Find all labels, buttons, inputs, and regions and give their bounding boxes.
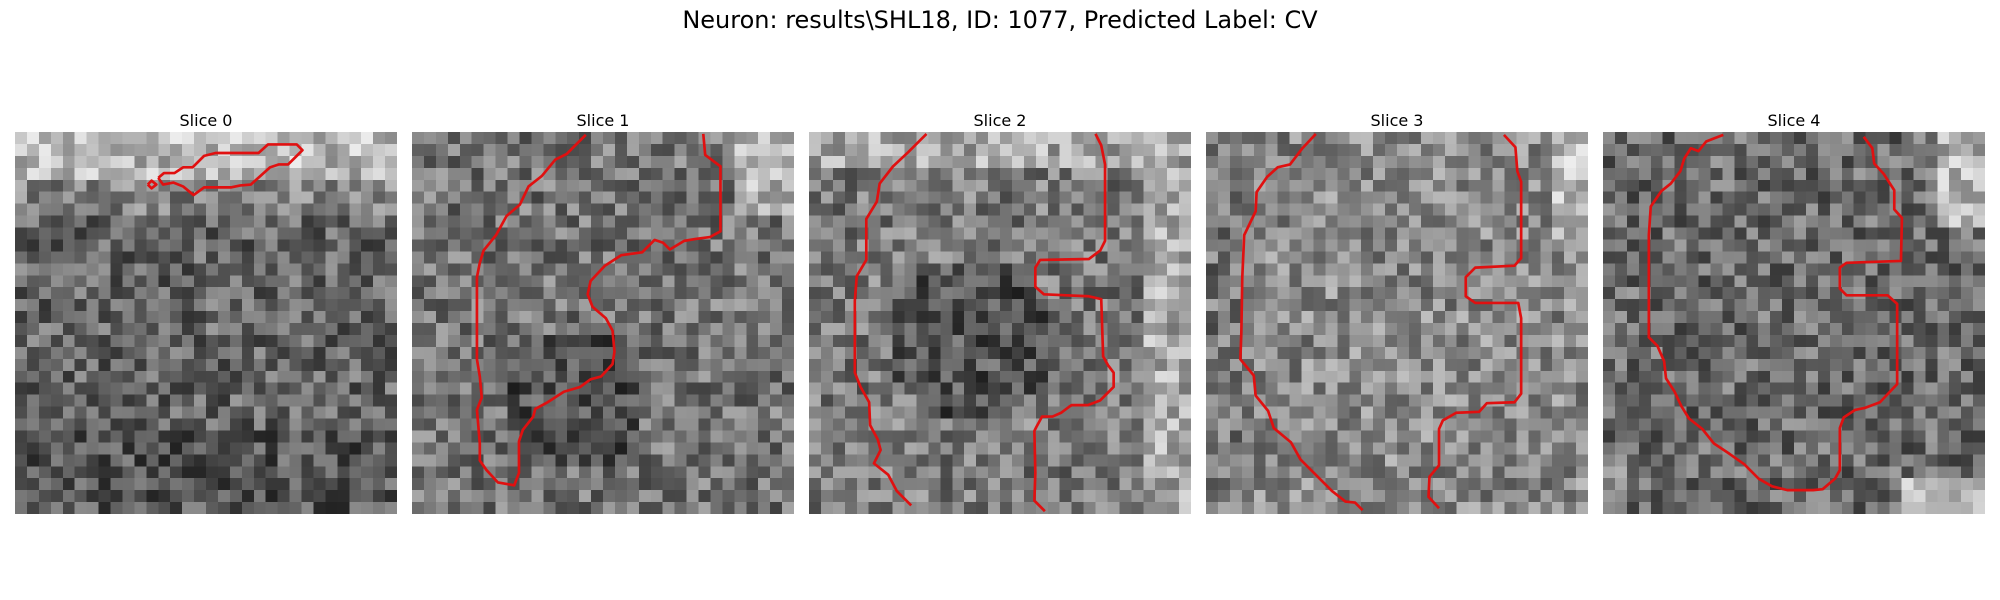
contour-overlay — [475, 133, 722, 487]
contour-line — [1239, 132, 1364, 512]
contour-line — [1033, 133, 1115, 513]
contour-line — [146, 179, 158, 190]
contour-line — [853, 132, 928, 507]
slice-image — [15, 132, 397, 514]
slice-panel-1: Slice 1 — [412, 110, 794, 514]
contour-overlay — [853, 132, 1115, 513]
contour-overlay — [1647, 133, 1904, 492]
contour-overlay — [146, 143, 304, 197]
slice-panel-4: Slice 4 — [1603, 110, 1985, 514]
slice-panel-3: Slice 3 — [1206, 110, 1588, 514]
figure-title: Neuron: results\SHL18, ID: 1077, Predict… — [682, 6, 1318, 34]
slice-title: Slice 0 — [179, 111, 233, 130]
contour-line — [157, 143, 304, 197]
slice-panel-2: Slice 2 — [809, 110, 1191, 514]
slice-panel-0: Slice 0 — [15, 110, 397, 514]
slice-title: Slice 1 — [576, 111, 630, 130]
slice-title: Slice 3 — [1370, 111, 1424, 130]
contour-line — [1647, 133, 1904, 492]
contour-overlay — [1239, 132, 1523, 512]
contour-line — [1427, 133, 1523, 510]
contour-line — [475, 133, 722, 487]
slice-image — [412, 132, 794, 514]
slice-image — [1603, 132, 1985, 514]
slice-title: Slice 4 — [1767, 111, 1821, 130]
slice-image — [809, 132, 1191, 514]
slice-image — [1206, 132, 1588, 514]
slice-title: Slice 2 — [973, 111, 1027, 130]
